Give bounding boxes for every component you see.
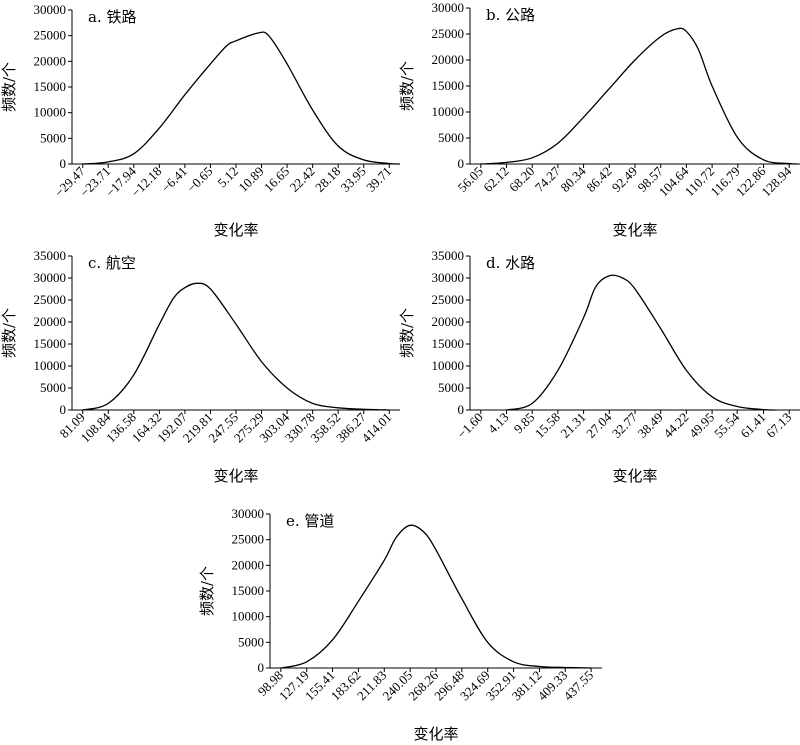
x-tick-label: −6.41	[158, 164, 190, 196]
x-tick-label: 28.18	[312, 164, 343, 195]
x-tick-label: 61.41	[737, 410, 768, 441]
y-tick-label: 25000	[432, 292, 465, 307]
y-tick-label: 25000	[34, 28, 67, 43]
x-tick-label: 55.54	[711, 409, 743, 441]
frequency-curve	[82, 31, 400, 165]
x-axis-title: 变化率	[413, 725, 458, 743]
y-tick-label: 35000	[34, 248, 67, 263]
y-tick-label: 0	[60, 156, 67, 171]
y-tick-label: 10000	[232, 609, 265, 624]
x-tick-label: 74.27	[532, 163, 564, 195]
x-tick-label: 38.49	[635, 410, 666, 441]
y-tick-label: 15000	[34, 79, 67, 94]
chart-panel-4: 05000100001500020000250003000035000−1.60…	[398, 248, 800, 485]
y-axis-title: 频数/个	[198, 566, 216, 616]
x-tick-label: 437.55	[560, 668, 596, 704]
y-tick-label: 5000	[438, 380, 464, 395]
x-tick-label: 32.77	[609, 409, 641, 441]
panel-title: d. 水路	[486, 254, 535, 272]
y-tick-label: 20000	[432, 52, 465, 67]
y-tick-label: 10000	[34, 105, 67, 120]
chart-panel-5: 05000100001500020000250003000098.98127.1…	[198, 506, 602, 743]
y-tick-label: 20000	[432, 314, 465, 329]
y-tick-label: 10000	[432, 358, 465, 373]
x-tick-label: 33.95	[338, 164, 369, 195]
x-tick-label: 16.65	[261, 164, 292, 195]
y-tick-label: 30000	[34, 270, 67, 285]
y-tick-label: 15000	[432, 78, 465, 93]
x-tick-label: 39.71	[363, 164, 394, 195]
chart-panel-1: 050001000015000200002500030000−29.47−23.…	[0, 2, 400, 239]
y-tick-label: 15000	[432, 336, 465, 351]
x-tick-label: 22.42	[286, 164, 317, 195]
y-tick-label: 15000	[232, 583, 265, 598]
x-tick-label: 44.22	[660, 410, 691, 441]
y-tick-label: 30000	[432, 0, 465, 15]
panel-title: a. 铁路	[88, 8, 136, 26]
y-tick-label: 20000	[232, 557, 265, 572]
y-tick-label: 0	[458, 156, 465, 171]
y-tick-label: 5000	[238, 634, 264, 649]
panel-title: e. 管道	[286, 512, 334, 530]
y-tick-label: 30000	[232, 506, 265, 521]
y-tick-label: 20000	[34, 314, 67, 329]
x-tick-label: 414.01	[359, 410, 395, 446]
y-axis-title: 频数/个	[398, 61, 416, 111]
x-tick-label: 27.04	[583, 409, 615, 441]
y-tick-label: 30000	[34, 2, 67, 17]
x-tick-label: 21.31	[557, 410, 588, 441]
x-tick-label: 15.58	[532, 410, 563, 441]
y-tick-label: 10000	[34, 358, 67, 373]
x-tick-label: 92.49	[609, 164, 640, 195]
x-tick-label: 4.13	[485, 410, 512, 437]
chart-panel-2: 05000100001500020000250003000056.0562.12…	[398, 0, 800, 239]
x-tick-label: 86.42	[583, 164, 614, 195]
x-tick-label: 10.89	[235, 164, 266, 195]
x-tick-label: 67.13	[763, 410, 794, 441]
y-tick-label: 0	[258, 660, 265, 675]
y-tick-label: 5000	[40, 130, 66, 145]
chart-panel-3: 0500010000150002000025000300003500081.09…	[0, 248, 400, 485]
x-tick-label: 128.94	[758, 163, 794, 199]
y-axis-title: 频数/个	[398, 308, 416, 358]
y-axis-title: 频数/个	[0, 62, 18, 112]
y-tick-label: 10000	[432, 104, 465, 119]
x-tick-label: 62.12	[480, 164, 511, 195]
y-tick-label: 5000	[438, 130, 464, 145]
y-tick-label: 5000	[40, 380, 66, 395]
x-axis-title: 变化率	[213, 467, 258, 485]
x-axis-title: 变化率	[213, 221, 258, 239]
y-tick-label: 30000	[432, 270, 465, 285]
y-tick-label: 0	[60, 402, 67, 417]
panel-title: b. 公路	[486, 6, 535, 24]
panel-title: c. 航空	[88, 254, 136, 272]
x-tick-label: −0.65	[184, 164, 216, 196]
y-tick-label: 25000	[34, 292, 67, 307]
x-tick-label: 49.95	[686, 410, 717, 441]
y-tick-label: 35000	[432, 248, 465, 263]
x-tick-label: 80.34	[557, 163, 589, 195]
y-tick-label: 0	[458, 402, 465, 417]
frequency-curve	[506, 274, 776, 411]
y-tick-label: 20000	[34, 53, 67, 68]
y-tick-label: 25000	[432, 26, 465, 41]
x-tick-label: 68.20	[506, 164, 537, 195]
frequency-curve	[82, 282, 390, 411]
frequency-curve	[480, 27, 798, 165]
y-axis-title: 频数/个	[0, 308, 18, 358]
y-tick-label: 25000	[232, 532, 265, 547]
x-axis-title: 变化率	[612, 221, 657, 239]
y-tick-label: 15000	[34, 336, 67, 351]
frequency-curve	[280, 524, 592, 669]
x-axis-title: 变化率	[612, 467, 657, 485]
